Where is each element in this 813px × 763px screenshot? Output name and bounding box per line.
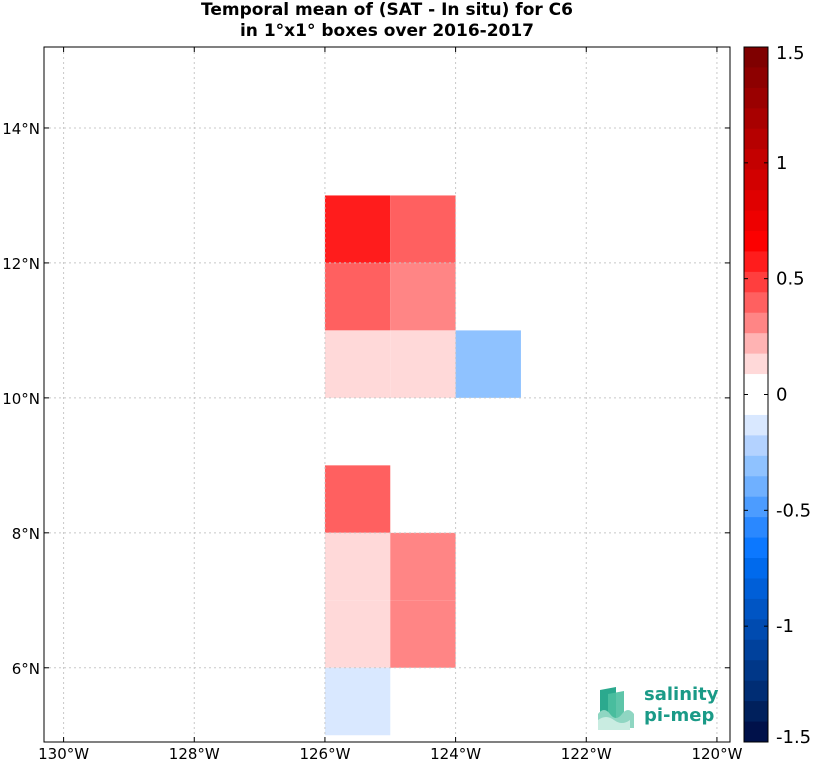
colorbar-segment — [744, 292, 768, 314]
y-tick-label: 10°N — [2, 390, 40, 408]
y-tick-label: 14°N — [2, 120, 40, 138]
colorbar-segment — [744, 374, 768, 395]
colorbar-segment — [744, 47, 768, 68]
data-cell — [390, 330, 456, 398]
chart-title: Temporal mean of (SAT - In situ) for C6 … — [44, 0, 730, 42]
y-tick-label: 12°N — [2, 255, 40, 273]
colorbar-segment — [744, 312, 768, 334]
data-cell — [390, 262, 456, 331]
chart-title-line1: Temporal mean of (SAT - In situ) for C6 — [201, 0, 573, 20]
data-cell — [324, 330, 391, 398]
colorbar-segment — [744, 149, 768, 171]
x-tick-label: 130°W — [38, 745, 89, 763]
colorbar-segment — [744, 455, 768, 477]
logo-line2: pi-mep — [644, 705, 715, 726]
colorbar-tick-label: 0 — [776, 385, 787, 406]
data-cell — [455, 330, 521, 398]
colorbar-segment — [744, 333, 768, 355]
colorbar-segment — [744, 537, 768, 559]
colorbar-segment — [744, 517, 768, 539]
y-tick-label: 8°N — [12, 525, 40, 543]
colorbar-segment — [744, 190, 768, 212]
colorbar-segment — [744, 701, 768, 723]
colorbar-segment — [744, 87, 768, 109]
data-cell — [324, 600, 391, 668]
colorbar-segment — [744, 353, 768, 375]
colorbar-segment — [744, 578, 768, 600]
chart-title-line2: in 1°x1° boxes over 2016-2017 — [239, 21, 535, 41]
data-cell — [390, 532, 456, 601]
x-tick-label: 120°W — [691, 745, 742, 763]
colorbar-tick-label: -1.5 — [776, 727, 811, 748]
colorbar-segment — [744, 660, 768, 682]
colorbar-segment — [744, 680, 768, 702]
colorbar-tick-label: -0.5 — [776, 500, 811, 521]
map-frame — [43, 46, 731, 743]
colorbar-segment — [744, 414, 768, 436]
colorbar-tick-label: -1 — [776, 616, 794, 637]
colorbar-segment — [744, 108, 768, 130]
data-cell — [390, 600, 456, 668]
colorbar-segment — [744, 435, 768, 457]
data-cell — [324, 667, 391, 736]
logo-line1: salinity — [644, 684, 719, 705]
colorbar-segment — [744, 67, 768, 89]
x-tick-label: 122°W — [561, 745, 612, 763]
x-tick-label: 126°W — [299, 745, 350, 763]
y-tick-label: 6°N — [12, 660, 40, 678]
colorbar-segment — [744, 169, 768, 191]
colorbar-segment — [744, 251, 768, 273]
data-cell — [324, 195, 391, 263]
data-cell — [324, 262, 391, 331]
colorbar-tick-label: 0.5 — [776, 269, 805, 290]
colorbar-segment — [744, 598, 768, 620]
data-cell — [324, 465, 391, 533]
colorbar-segment — [744, 230, 768, 252]
logo-text: salinity pi-mep — [644, 684, 719, 726]
colorbar-segment — [744, 558, 768, 579]
colorbar-segment — [744, 128, 768, 150]
colorbar-segment — [744, 639, 768, 661]
salinity-pi-mep-logo: salinity pi-mep — [594, 684, 734, 732]
colorbar-segment — [744, 476, 768, 498]
colorbar-segment — [744, 496, 768, 518]
x-tick-label: 128°W — [169, 745, 220, 763]
colorbar-segment — [744, 619, 768, 641]
logo-waves-icon — [598, 687, 634, 730]
x-tick-label: 124°W — [430, 745, 481, 763]
data-cell — [324, 532, 391, 601]
colorbar-segment — [744, 271, 768, 293]
colorbar-tick-label: 1 — [776, 153, 787, 174]
colorbar-segment — [744, 394, 768, 416]
colorbar-tick-label: 1.5 — [776, 43, 805, 64]
colorbar-segment — [744, 210, 768, 232]
data-cell — [390, 195, 456, 263]
colorbar-segment — [744, 721, 768, 743]
